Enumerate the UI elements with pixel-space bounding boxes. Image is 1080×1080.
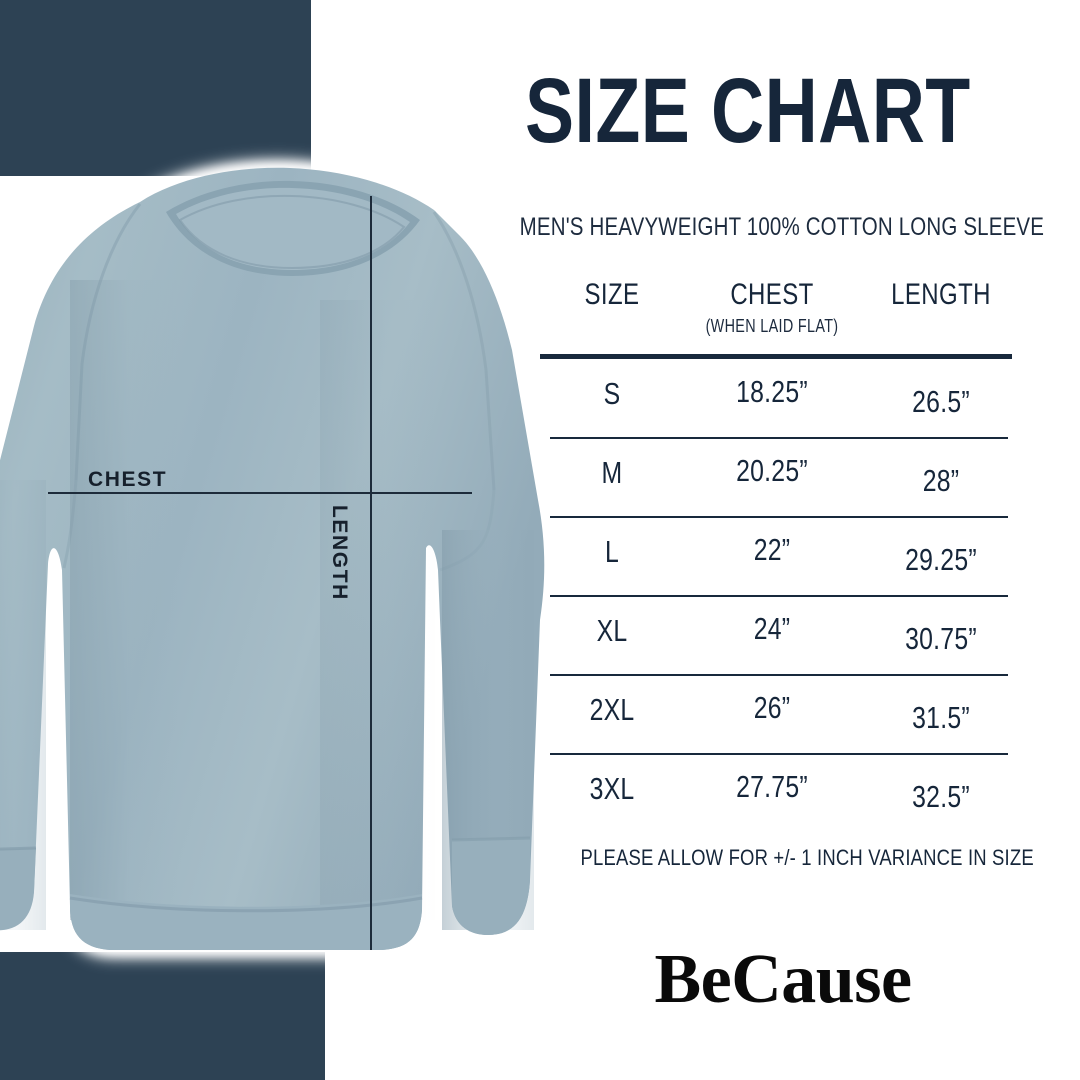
cell-chest: 24”: [753, 611, 791, 646]
table-row: M 20.25” 28”: [542, 439, 1020, 518]
cuff-right: [452, 838, 530, 935]
cell-length: 26.5”: [912, 384, 970, 419]
cell-length: 31.5”: [912, 700, 970, 735]
row-divider: [550, 674, 1008, 676]
table-body: S 18.25” 26.5” M 20.25” 28” L 22” 29.25”: [542, 360, 1020, 834]
size-table: SIZE CHEST LENGTH (WHEN LAID FLAT) S 18.…: [540, 278, 1020, 814]
fabric-fold-left: [70, 280, 180, 920]
table-header-row: SIZE CHEST LENGTH (WHEN LAID FLAT): [540, 278, 1020, 360]
row-divider: [550, 516, 1008, 518]
chart-panel: SIZE CHART MEN'S HEAVYWEIGHT 100% COTTON…: [470, 0, 1080, 1080]
cuff-seam-left: [0, 846, 37, 851]
cell-length: 28”: [922, 463, 960, 498]
table-row: 2XL 26” 31.5”: [542, 676, 1020, 755]
chest-measure-label: CHEST: [88, 468, 168, 491]
length-measure-line: [370, 196, 372, 950]
row-divider: [550, 437, 1008, 439]
cell-size: S: [603, 376, 621, 411]
cell-size: XL: [596, 613, 628, 648]
row-divider: [550, 595, 1008, 597]
page-subtitle: MEN'S HEAVYWEIGHT 100% COTTON LONG SLEEV…: [519, 213, 1045, 241]
cell-length: 29.25”: [905, 542, 977, 577]
cell-length: 32.5”: [912, 779, 970, 814]
cell-chest: 27.75”: [736, 769, 808, 804]
table-row: 3XL 27.75” 32.5”: [542, 755, 1020, 834]
shirt-illustration: [0, 167, 545, 950]
column-header-size: SIZE: [584, 278, 640, 311]
cell-size: L: [604, 534, 620, 569]
page-title: SIZE CHART: [525, 60, 971, 162]
row-divider: [550, 753, 1008, 755]
hem-stitch: [69, 896, 423, 913]
cell-chest: 20.25”: [736, 453, 808, 488]
navy-panel-bottom: [0, 952, 325, 1080]
table-row: XL 24” 30.75”: [542, 597, 1020, 676]
table-row: S 18.25” 26.5”: [542, 360, 1020, 439]
cell-size: M: [601, 455, 623, 490]
shoulder-seam-right: [432, 211, 496, 491]
column-header-chest: CHEST: [730, 278, 814, 311]
brand-logo: BeCause: [654, 941, 912, 1018]
chest-measure-line: [48, 492, 472, 494]
column-header-length: LENGTH: [891, 278, 991, 311]
cell-chest: 26”: [753, 690, 791, 725]
cell-size: 2XL: [589, 692, 635, 727]
cell-chest: 18.25”: [736, 374, 808, 409]
header-rule: [540, 354, 1012, 359]
cell-chest: 22”: [753, 532, 791, 567]
column-header-chest-note: (WHEN LAID FLAT): [705, 316, 839, 336]
cell-size: 3XL: [589, 771, 635, 806]
variance-note: PLEASE ALLOW FOR +/- 1 INCH VARIANCE IN …: [580, 845, 1034, 870]
cuff-left: [0, 848, 36, 931]
cell-length: 30.75”: [905, 621, 977, 656]
length-measure-label: LENGTH: [328, 505, 351, 601]
shirt-collar-inner: [176, 187, 410, 270]
cuff-seam-right: [451, 836, 531, 842]
product-image: [0, 150, 550, 970]
shirt-collar-stitch: [178, 194, 406, 270]
fabric-fold-mid: [320, 300, 440, 920]
navy-panel-top: [0, 0, 311, 176]
shirt-white-outline: [0, 150, 550, 970]
table-row: L 22” 29.25”: [542, 518, 1020, 597]
